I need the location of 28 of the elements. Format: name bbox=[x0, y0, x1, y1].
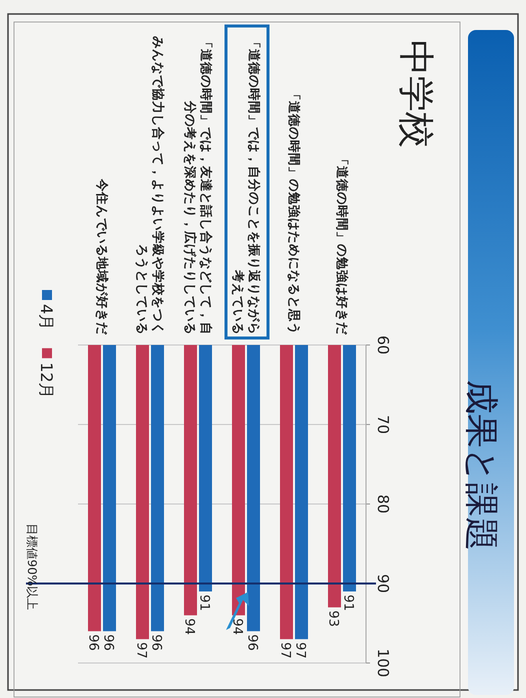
x-tick-label: 今住んでいる地域が好きだ bbox=[95, 178, 110, 336]
data-label: 97 bbox=[292, 642, 308, 659]
x-tick-label: 「道徳の時間」では，友達と話し合うなどして，自分の考えを深めたり，広げたりしている bbox=[183, 36, 214, 335]
data-label: 96 bbox=[86, 634, 100, 651]
data-label: 97 bbox=[278, 642, 292, 659]
x-tick-label: 「道徳の時間」の勉強は好きだ bbox=[335, 153, 350, 336]
data-label: 96 bbox=[148, 634, 164, 651]
y-tick-label: 60 bbox=[374, 335, 392, 355]
data-label: 94 bbox=[182, 618, 196, 635]
chart-subtitle: 中学校 bbox=[395, 40, 436, 148]
data-label: 96 bbox=[100, 634, 116, 651]
data-label: 91 bbox=[196, 594, 212, 611]
y-tick-label: 70 bbox=[374, 414, 392, 434]
x-tick-label: 「道徳の時間」の勉強はためになると思う bbox=[287, 88, 302, 335]
x-tick-label: みんなで協力し合って，よりよい学級や学校をつくろうとしている bbox=[135, 36, 166, 335]
data-label: 96 bbox=[244, 634, 260, 651]
ref-line-label: 目標値90%以上 bbox=[25, 524, 39, 610]
y-tick-label: 80 bbox=[374, 494, 392, 514]
data-label: 97 bbox=[134, 642, 148, 659]
y-tick-label: 90 bbox=[374, 574, 392, 594]
x-tick-label: 「道徳の時間」では，自分のことを振り返りながら考えている bbox=[231, 36, 262, 335]
data-label: 94 bbox=[230, 618, 244, 635]
legend-label: 12月 bbox=[37, 362, 56, 399]
data-label: 93 bbox=[326, 610, 340, 627]
y-tick-label: 100 bbox=[374, 648, 392, 678]
legend-label: 4月 bbox=[37, 304, 56, 330]
data-label: 91 bbox=[340, 594, 356, 611]
text: 成果と課題 bbox=[461, 380, 501, 551]
